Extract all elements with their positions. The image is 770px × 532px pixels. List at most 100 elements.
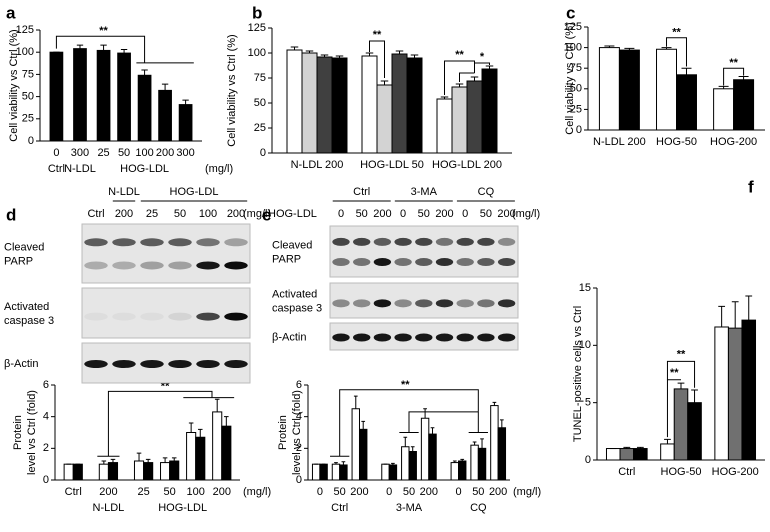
blot-band (84, 261, 108, 270)
error-bar (664, 438, 671, 444)
error-bar (691, 389, 698, 403)
bar (286, 49, 303, 154)
significance-label: ** (729, 57, 738, 69)
bar (598, 47, 620, 131)
blot-band (140, 238, 164, 247)
error-bar (440, 96, 449, 99)
error-bar (290, 46, 299, 50)
y-axis-label: Cell viability vs Ctrl (%) (226, 34, 238, 146)
bar (72, 463, 83, 481)
blot-band (353, 258, 371, 267)
group-label: Ctrl (48, 163, 65, 175)
blot-lane-label: 50 (356, 208, 368, 220)
x-tick-label: N-LDL 200 (291, 159, 344, 171)
blot-band (332, 237, 350, 246)
error-bar (403, 436, 408, 447)
bar (490, 405, 499, 481)
significance-bracket (666, 37, 687, 67)
y-tick-label: 75 (22, 68, 34, 80)
error-bar (141, 69, 148, 76)
blot-band (140, 261, 164, 270)
blot-band (373, 237, 392, 246)
blot-lane-label: 50 (418, 208, 430, 220)
significance-label: ** (99, 25, 108, 37)
x-tick-label: 50 (334, 486, 346, 498)
y-axis-label: Protein (12, 415, 24, 450)
blot-band (168, 238, 192, 247)
error-bar (745, 295, 753, 321)
blot-lane-label: 0 (338, 208, 344, 220)
blot-band (84, 360, 108, 368)
error-bar (197, 428, 203, 438)
y-tick-label: 25 (570, 103, 582, 115)
bar (687, 402, 702, 461)
bar (96, 49, 111, 142)
error-bar (661, 47, 672, 50)
bar (339, 464, 348, 481)
error-bar (452, 460, 457, 463)
error-bar (171, 457, 177, 461)
bar (470, 444, 479, 481)
error-bar (636, 446, 644, 449)
significance-bracket (723, 67, 745, 86)
bar (605, 448, 621, 461)
error-bar (718, 85, 729, 89)
x-tick-label: 0 (386, 486, 392, 498)
error-bar (120, 49, 128, 54)
y-tick-label: 4 (296, 411, 302, 423)
x-tick-label: 200 (156, 147, 174, 159)
bar (401, 446, 410, 481)
blot-lane-label: 50 (480, 208, 492, 220)
significance-bracket (666, 360, 696, 388)
blot-lane-label: 100 (199, 208, 217, 220)
blot-group-label: N-LDL (108, 186, 140, 198)
error-bar (320, 54, 329, 57)
bar (195, 436, 206, 481)
error-bar (182, 99, 189, 105)
blot-band (415, 333, 433, 342)
blot-band (353, 333, 371, 342)
blot-band (168, 360, 192, 368)
bar (158, 89, 172, 142)
significance-label: ** (677, 348, 686, 360)
panel-letter: f (748, 177, 754, 196)
bar (351, 408, 360, 481)
bar (221, 425, 232, 481)
bar (117, 52, 131, 142)
bar (477, 447, 487, 481)
error-bar (492, 401, 497, 406)
x-tick-label: 50 (118, 147, 130, 159)
blot-band (224, 238, 248, 247)
y-tick-label: 2 (296, 442, 302, 454)
blot-band (332, 333, 350, 342)
x-tick-label: 200 (350, 486, 368, 498)
blot-band (456, 299, 474, 308)
error-bar (100, 44, 107, 51)
blot-unit: (mg/l) (243, 208, 271, 220)
y-tick-label: 125 (16, 24, 34, 36)
blot-group-label: CQ (478, 186, 495, 198)
panel-letter: b (252, 3, 262, 22)
bar (406, 57, 423, 154)
y-tick-label: 0 (43, 474, 49, 486)
y-tick-label: 6 (296, 379, 302, 391)
blot-band (224, 261, 248, 270)
blot-row-label: PARP (4, 255, 33, 267)
bar (143, 462, 154, 481)
blot-band (353, 299, 371, 308)
y-tick-label: 15 (579, 282, 591, 294)
bar (618, 49, 640, 131)
error-bar (499, 419, 504, 428)
y-axis-label: level vs Ctrl (fold) (291, 390, 303, 475)
y-tick-label: 0 (576, 124, 582, 136)
x-tick-label: 300 (71, 147, 89, 159)
y-tick-label: 0 (296, 474, 302, 486)
bar (381, 463, 390, 481)
blot-band (196, 360, 220, 368)
error-bar (145, 458, 151, 463)
error-bar (365, 52, 374, 56)
y-tick-label: 6 (43, 379, 49, 391)
y-tick-label: 125 (248, 22, 266, 34)
bar (466, 80, 483, 154)
